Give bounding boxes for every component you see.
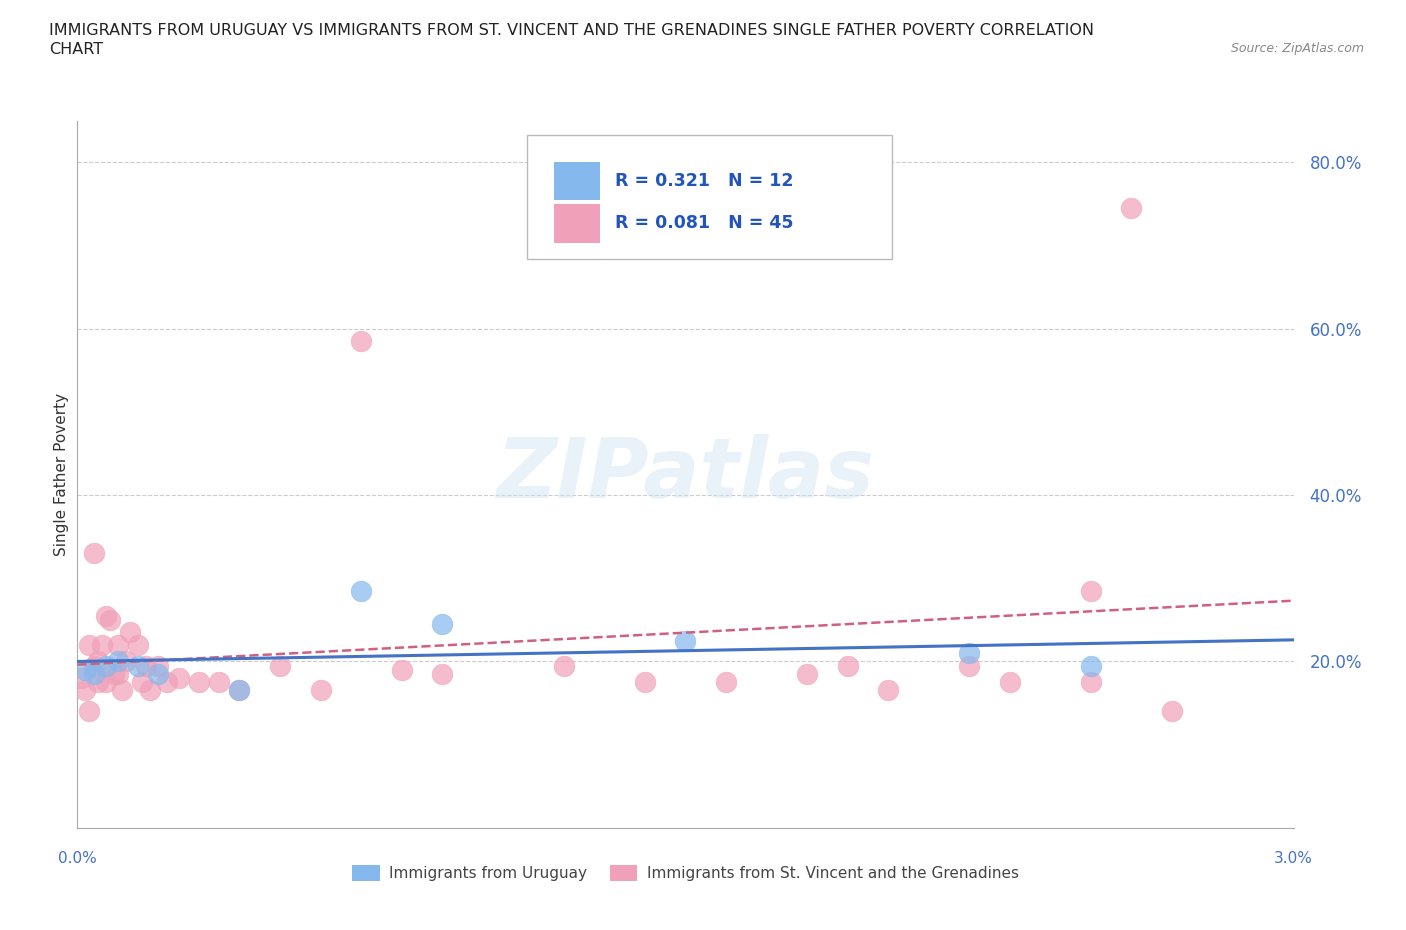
Text: 3.0%: 3.0% <box>1274 851 1313 866</box>
Point <box>1080 658 1102 673</box>
Point <box>94 658 117 673</box>
Point <box>131 675 153 690</box>
Point <box>83 658 105 673</box>
Point <box>83 667 105 682</box>
Point <box>79 704 101 719</box>
Point <box>1161 704 1184 719</box>
Point <box>430 617 453 631</box>
Point <box>75 662 97 677</box>
Point <box>70 671 93 685</box>
Point <box>1121 201 1143 216</box>
Point <box>83 546 105 561</box>
Point <box>79 637 101 652</box>
Text: R = 0.081   N = 45: R = 0.081 N = 45 <box>614 215 793 232</box>
FancyBboxPatch shape <box>554 204 600 243</box>
Point <box>350 583 373 598</box>
Point <box>430 667 453 682</box>
Text: 0.0%: 0.0% <box>58 851 97 866</box>
Point <box>228 683 250 698</box>
Text: R = 0.321   N = 12: R = 0.321 N = 12 <box>614 172 793 190</box>
Point <box>107 667 129 682</box>
Point <box>107 637 129 652</box>
Point <box>94 675 117 690</box>
Point <box>115 654 138 669</box>
Point <box>957 645 980 660</box>
Text: IMMIGRANTS FROM URUGUAY VS IMMIGRANTS FROM ST. VINCENT AND THE GRENADINES SINGLE: IMMIGRANTS FROM URUGUAY VS IMMIGRANTS FR… <box>49 23 1094 38</box>
Y-axis label: Single Father Poverty: Single Father Poverty <box>53 392 69 556</box>
Point <box>796 667 818 682</box>
Text: CHART: CHART <box>49 42 103 57</box>
Point <box>1080 583 1102 598</box>
Point <box>111 683 134 698</box>
Point <box>1080 675 1102 690</box>
Point <box>139 683 162 698</box>
Point <box>94 608 117 623</box>
Legend: Immigrants from Uruguay, Immigrants from St. Vincent and the Grenadines: Immigrants from Uruguay, Immigrants from… <box>346 859 1025 887</box>
Point <box>148 667 170 682</box>
Point <box>135 658 157 673</box>
Point <box>877 683 900 698</box>
Point <box>350 334 373 349</box>
Point <box>155 675 177 690</box>
Point <box>269 658 291 673</box>
Point <box>127 637 149 652</box>
Point <box>309 683 332 698</box>
Point <box>391 662 413 677</box>
Point <box>228 683 250 698</box>
Text: ZIPatlas: ZIPatlas <box>496 433 875 515</box>
Point <box>148 658 170 673</box>
FancyBboxPatch shape <box>554 162 600 201</box>
Point <box>107 654 129 669</box>
Point <box>714 675 737 690</box>
Point <box>675 633 697 648</box>
Point <box>553 658 575 673</box>
Point <box>957 658 980 673</box>
FancyBboxPatch shape <box>527 135 893 259</box>
Point <box>86 675 108 690</box>
Point <box>98 612 121 627</box>
Point <box>208 675 231 690</box>
Point <box>118 625 141 640</box>
Point <box>75 683 97 698</box>
Point <box>127 658 149 673</box>
Point <box>634 675 657 690</box>
Point <box>103 667 125 682</box>
Point <box>86 654 108 669</box>
Point <box>188 675 211 690</box>
Point <box>837 658 859 673</box>
Point <box>90 637 112 652</box>
Point <box>998 675 1021 690</box>
Point <box>167 671 190 685</box>
Text: Source: ZipAtlas.com: Source: ZipAtlas.com <box>1230 42 1364 55</box>
